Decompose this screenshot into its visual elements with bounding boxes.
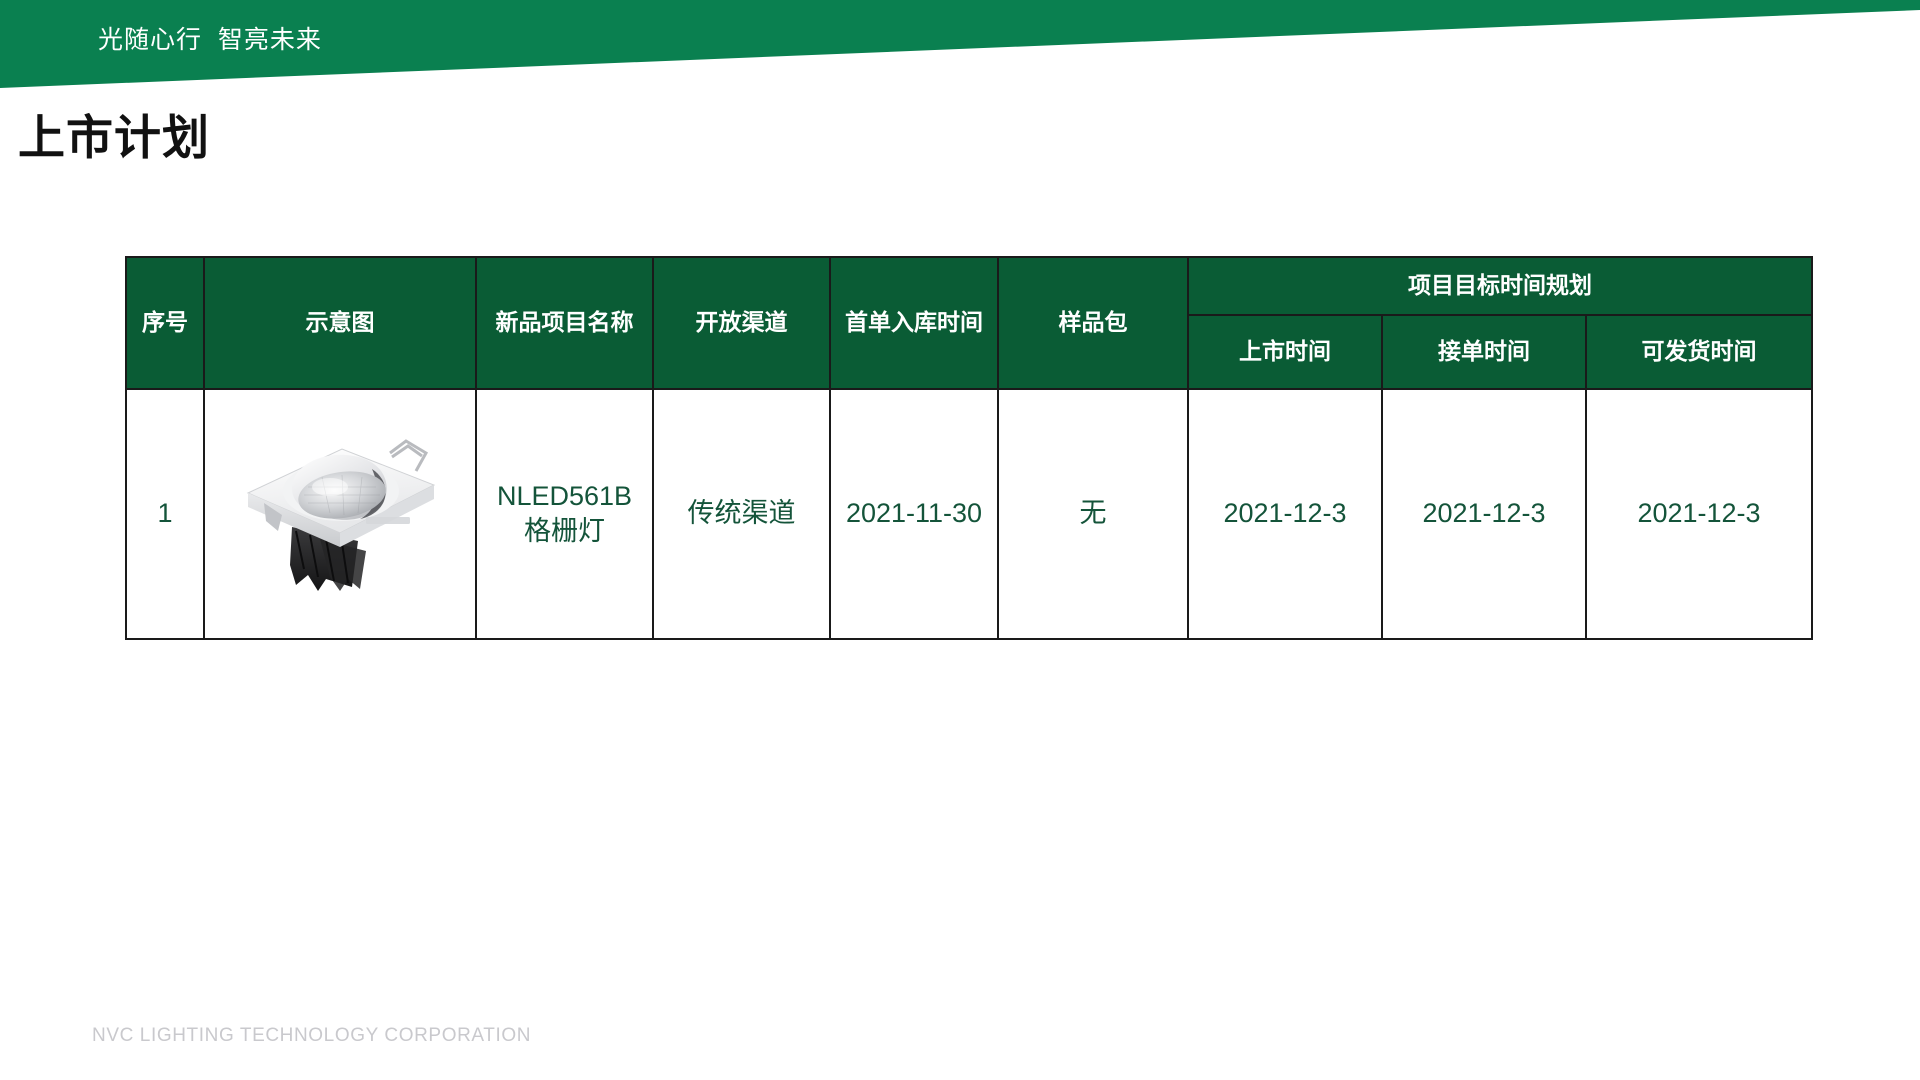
- page-title: 上市计划: [18, 111, 210, 164]
- product-name-line-2: 格栅灯: [524, 516, 605, 546]
- cell-order-time: 2021-12-3: [1381, 388, 1587, 640]
- launch-plan-table: 序号 示意图 新品项目名称 开放渠道 首单入库时间 样品包 项目目标时间规划 上…: [125, 256, 1814, 640]
- cell-shippable-time: 2021-12-3: [1584, 388, 1814, 640]
- cell-product-image: [203, 388, 477, 640]
- cell-launch-time: 2021-12-3: [1187, 388, 1383, 640]
- bezel-left-edge: [248, 493, 340, 547]
- col-header-launch-time: 上市时间: [1187, 314, 1383, 390]
- table-header-row-sub: 上市时间 接单时间 可发货时间: [126, 314, 1814, 390]
- col-header-image: 示意图: [203, 256, 477, 390]
- table-header-row-group: 序号 示意图 新品项目名称 开放渠道 首单入库时间 样品包 项目目标时间规划: [125, 256, 1814, 390]
- col-header-sample-pack: 样品包: [997, 256, 1189, 390]
- product-photo-downlight: [246, 439, 436, 591]
- col-header-index: 序号: [125, 256, 205, 390]
- cell-sample-pack: 无: [997, 388, 1189, 640]
- product-label-strip: [366, 517, 410, 524]
- col-header-first-order-stock-time: 首单入库时间: [829, 256, 999, 390]
- col-header-channel: 开放渠道: [652, 256, 831, 390]
- table-row: 1: [125, 388, 1814, 640]
- col-header-order-time: 接单时间: [1381, 314, 1587, 390]
- mounting-bracket: [264, 503, 282, 531]
- col-header-product-name: 新品项目名称: [475, 256, 654, 390]
- cell-product-name: NLED561B 格栅灯: [475, 388, 654, 640]
- cell-channel: 传统渠道: [652, 388, 831, 640]
- product-name-line-1: NLED561B: [496, 480, 633, 511]
- banner-tagline: 光随心行 智亮未来: [98, 26, 322, 54]
- bezel-right-edge: [340, 485, 434, 547]
- col-header-group-target-schedule: 项目目标时间规划: [1186, 256, 1814, 316]
- col-header-shippable-time: 可发货时间: [1584, 314, 1814, 390]
- cell-first-order-stock-time: 2021-11-30: [829, 388, 999, 640]
- spring-clip: [389, 439, 429, 472]
- cell-index: 1: [125, 388, 205, 640]
- footer-brand: NVC LIGHTING TECHNOLOGY CORPORATION: [92, 1025, 532, 1046]
- reflector-highlight: [312, 478, 348, 496]
